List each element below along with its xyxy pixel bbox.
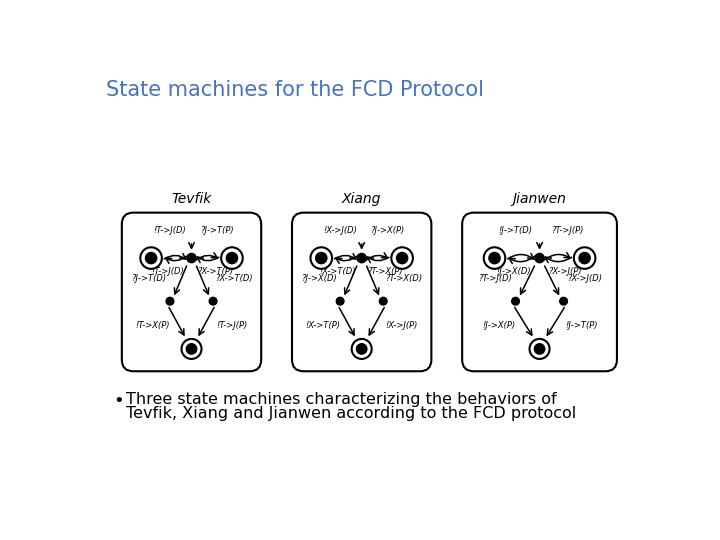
Circle shape — [357, 253, 366, 262]
Text: ?J->X(P): ?J->X(P) — [371, 226, 405, 235]
Text: Xiang: Xiang — [342, 192, 382, 206]
Circle shape — [166, 298, 174, 305]
Text: !X->J(P): !X->J(P) — [385, 321, 418, 329]
Text: !J->X(D): !J->X(D) — [496, 267, 531, 276]
Circle shape — [226, 253, 238, 264]
Circle shape — [315, 253, 327, 264]
Circle shape — [221, 247, 243, 269]
Text: !X->T(P): !X->T(P) — [306, 321, 341, 329]
Circle shape — [484, 247, 505, 269]
Text: !T->J(D): !T->J(D) — [153, 226, 186, 235]
Circle shape — [534, 344, 545, 354]
Circle shape — [559, 298, 567, 305]
Circle shape — [181, 339, 202, 359]
Text: Jianwen: Jianwen — [513, 192, 567, 206]
Circle shape — [397, 253, 408, 264]
Text: !X->J(D): !X->J(D) — [323, 226, 357, 235]
Circle shape — [336, 298, 344, 305]
Text: Tevfik, Xiang and Jianwen according to the FCD protocol: Tevfik, Xiang and Jianwen according to t… — [126, 406, 576, 421]
Circle shape — [529, 339, 549, 359]
Circle shape — [210, 298, 217, 305]
Circle shape — [392, 247, 413, 269]
Text: !J->T(D): !J->T(D) — [498, 226, 533, 235]
Text: !J->X(P): !J->X(P) — [482, 321, 515, 329]
Text: !T->J(P): !T->J(P) — [216, 321, 247, 329]
Text: !J->T(P): !J->T(P) — [566, 321, 598, 329]
Circle shape — [579, 253, 590, 264]
Circle shape — [512, 298, 519, 305]
Circle shape — [186, 344, 197, 354]
Circle shape — [310, 247, 332, 269]
Text: State machines for the FCD Protocol: State machines for the FCD Protocol — [106, 80, 484, 100]
Circle shape — [140, 247, 162, 269]
Circle shape — [351, 339, 372, 359]
Text: !X->T(D): !X->T(D) — [320, 267, 356, 276]
Text: ?T->X(P): ?T->X(P) — [368, 267, 403, 276]
Circle shape — [489, 253, 500, 264]
Text: ?T->J(D): ?T->J(D) — [479, 274, 513, 282]
Text: ?J->T(D): ?J->T(D) — [132, 274, 168, 282]
Text: ?X->J(P): ?X->J(P) — [549, 267, 582, 276]
Text: Tevfik: Tevfik — [171, 192, 212, 206]
Text: ?X->T(P): ?X->T(P) — [197, 267, 233, 276]
Text: ?J->T(P): ?J->T(P) — [201, 226, 235, 235]
Text: ?T->X(D): ?T->X(D) — [386, 274, 423, 282]
Circle shape — [535, 253, 544, 262]
Text: !T->X(P): !T->X(P) — [136, 321, 170, 329]
Text: ?J->X(D): ?J->X(D) — [302, 274, 338, 282]
Text: ?X->J(D): ?X->J(D) — [567, 274, 603, 282]
Text: !T->J(D): !T->J(D) — [151, 267, 184, 276]
Text: ?T->J(P): ?T->J(P) — [552, 226, 585, 235]
Circle shape — [379, 298, 387, 305]
Circle shape — [574, 247, 595, 269]
Circle shape — [187, 253, 196, 262]
Circle shape — [356, 344, 367, 354]
Text: Three state machines characterizing the behaviors of: Three state machines characterizing the … — [126, 392, 557, 407]
Text: ?X->T(D): ?X->T(D) — [216, 274, 253, 282]
Circle shape — [145, 253, 157, 264]
Text: •: • — [113, 392, 124, 410]
